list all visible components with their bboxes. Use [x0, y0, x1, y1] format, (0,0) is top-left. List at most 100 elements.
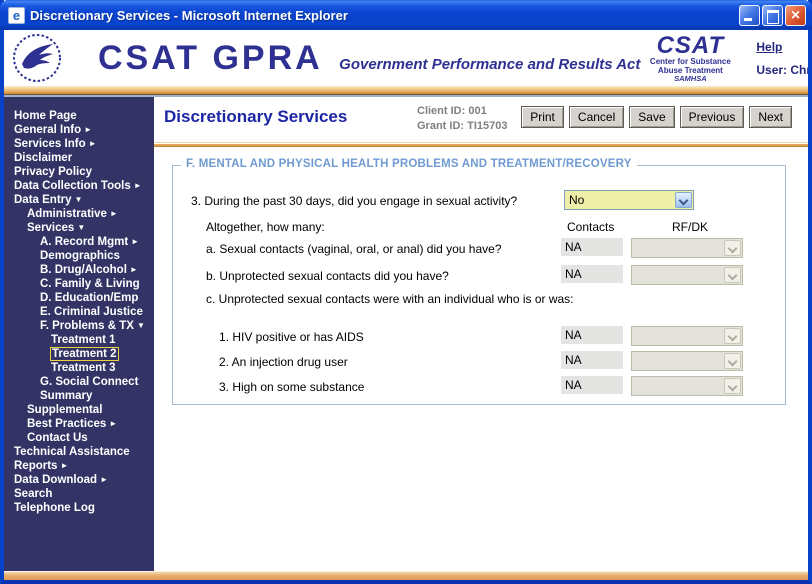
- sidebar-item-summary[interactable]: Summary: [40, 390, 93, 402]
- user-name: User: Christopher Shumway: [756, 62, 808, 77]
- chevron-down-icon: [724, 378, 741, 394]
- sidebar-item-treatment-3[interactable]: Treatment 3: [51, 362, 116, 374]
- row-c3-label: 3. High on some substance: [219, 380, 365, 394]
- q3-sexual-activity-select[interactable]: No: [564, 190, 694, 210]
- nav-expand-arrow-icon: ►: [109, 419, 118, 428]
- sidebar-item-c-family-living[interactable]: C. Family & Living: [40, 278, 140, 290]
- save-button[interactable]: Save: [629, 106, 675, 128]
- brand: CSAT GPRA Government Performance and Res…: [72, 39, 640, 78]
- rfdk-select-a: [631, 238, 743, 258]
- sidebar-item-d-education-emp[interactable]: D. Education/Emp: [40, 292, 139, 304]
- brand-subtitle: Government Performance and Results Act: [339, 55, 641, 73]
- previous-button[interactable]: Previous: [679, 106, 745, 128]
- contacts-input-c3: [561, 376, 623, 394]
- chevron-down-icon: [724, 328, 741, 344]
- brand-title: CSAT GPRA: [98, 38, 323, 77]
- maximize-button[interactable]: [762, 4, 783, 26]
- main-content: Discretionary Services Client ID: 001 Gr…: [154, 97, 808, 571]
- sidebar-item-data-entry[interactable]: Data Entry ▼: [14, 194, 83, 206]
- cancel-button[interactable]: Cancel: [568, 106, 625, 128]
- nav-expand-arrow-icon: ►: [129, 265, 138, 274]
- next-button[interactable]: Next: [749, 106, 792, 128]
- sidebar-item-treatment-2[interactable]: Treatment 2: [50, 347, 119, 361]
- sidebar-item-treatment-1[interactable]: Treatment 1: [51, 334, 116, 346]
- print-button[interactable]: Print: [521, 106, 564, 128]
- nav-expand-arrow-icon: ▼: [77, 223, 86, 232]
- client-id: Client ID: 001: [417, 105, 487, 117]
- user-block: Help Logout User: Christopher Shumway: [756, 40, 808, 77]
- sidebar-item-g-social-connect[interactable]: G. Social Connect: [40, 376, 139, 388]
- rfdk-select-c1: [631, 326, 743, 346]
- sidebar-item-best-practices[interactable]: Best Practices ►: [27, 418, 118, 430]
- contacts-input-b: [561, 265, 623, 283]
- sidebar-item-administrative[interactable]: Administrative ►: [27, 208, 118, 220]
- chevron-down-icon: [675, 192, 692, 208]
- sidebar-item-home-page[interactable]: Home Page: [14, 110, 77, 122]
- close-button[interactable]: [785, 4, 806, 26]
- csat-logo-line1: Center for Substance: [649, 57, 731, 67]
- rfdk-select-b: [631, 265, 743, 285]
- toolbar: Print Cancel Save Previous Next: [521, 106, 792, 128]
- nav-expand-arrow-icon: ►: [84, 125, 93, 134]
- hhs-logo: [13, 34, 61, 82]
- footer-bar: [4, 571, 808, 580]
- row-c-label: c. Unprotected sexual contacts were with…: [206, 292, 574, 306]
- app-header: CSAT GPRA Government Performance and Res…: [4, 30, 808, 86]
- sidebar-item-e-criminal-justice[interactable]: E. Criminal Justice: [40, 306, 143, 318]
- contacts-input-c2: [561, 351, 623, 369]
- minimize-button[interactable]: [739, 4, 760, 26]
- sidebar-item-data-collection-tools[interactable]: Data Collection Tools ►: [14, 180, 142, 192]
- nav-expand-arrow-icon: ►: [60, 461, 69, 470]
- sidebar-item-supplemental[interactable]: Supplemental: [27, 404, 103, 416]
- nav-expand-arrow-icon: ►: [131, 237, 140, 246]
- rfdk-column-header: RF/DK: [672, 220, 708, 234]
- sidebar-item-contact-us[interactable]: Contact Us: [27, 432, 88, 444]
- row-b-label: b. Unprotected sexual contacts did you h…: [206, 269, 449, 283]
- chevron-down-icon: [724, 240, 741, 256]
- sidebar-item-technical-assistance[interactable]: Technical Assistance: [14, 446, 130, 458]
- sidebar-item-b-drug-alcohol[interactable]: B. Drug/Alcohol ►: [40, 264, 138, 276]
- row-a-label: a. Sexual contacts (vaginal, oral, or an…: [206, 242, 502, 256]
- nav-expand-arrow-icon: ►: [100, 475, 108, 484]
- contacts-input-a: [561, 238, 623, 256]
- sidebar-item-reports[interactable]: Reports ►: [14, 460, 69, 472]
- sidebar-item-demographics[interactable]: Demographics: [40, 250, 120, 262]
- nav-expand-arrow-icon: ▼: [136, 321, 145, 330]
- subheader-label: Altogether, how many:: [206, 220, 325, 234]
- row-c1-label: 1. HIV positive or has AIDS: [219, 330, 364, 344]
- csat-logo-title: CSAT: [656, 32, 725, 60]
- internet-explorer-icon: e: [8, 6, 25, 24]
- csat-logo: CSAT Center for Substance Abuse Treatmen…: [640, 33, 740, 83]
- csat-logo-line2: Abuse Treatment: [657, 65, 723, 75]
- sidebar-item-services[interactable]: Services ▼: [27, 222, 86, 234]
- help-link[interactable]: Help: [756, 39, 783, 54]
- sidebar-item-disclaimer[interactable]: Disclaimer: [14, 152, 73, 164]
- csat-logo-line3: SAMHSA: [674, 74, 707, 84]
- sidebar-item-general-info[interactable]: General Info ►: [14, 124, 93, 136]
- nav-expand-arrow-icon: ►: [88, 139, 97, 148]
- sidebar-item-privacy-policy[interactable]: Privacy Policy: [14, 166, 92, 178]
- page-title: Discretionary Services: [164, 107, 348, 126]
- sidebar-item-f-problems-tx[interactable]: F. Problems & TX ▼: [40, 320, 145, 332]
- nav-expand-arrow-icon: ►: [133, 181, 142, 190]
- section-f-fieldset: F. MENTAL AND PHYSICAL HEALTH PROBLEMS A…: [172, 158, 786, 405]
- contacts-input-c1: [561, 326, 623, 344]
- contacts-column-header: Contacts: [567, 220, 615, 234]
- orange-rule: [154, 142, 808, 147]
- chevron-down-icon: [724, 267, 741, 283]
- rfdk-select-c3: [631, 376, 743, 396]
- section-f-legend: F. MENTAL AND PHYSICAL HEALTH PROBLEMS A…: [181, 158, 637, 170]
- sidebar-item-a-record-mgmt[interactable]: A. Record Mgmt ►: [40, 236, 140, 248]
- sidebar-item-telephone-log[interactable]: Telephone Log: [14, 502, 95, 514]
- sidebar-item-search[interactable]: Search: [14, 488, 53, 500]
- nav-expand-arrow-icon: ▼: [74, 195, 83, 204]
- nav-expand-arrow-icon: ►: [109, 209, 118, 218]
- rfdk-select-c2: [631, 351, 743, 371]
- sidebar-item-services-info[interactable]: Services Info ►: [14, 138, 97, 150]
- sidebar-item-data-download[interactable]: Data Download ►: [14, 474, 108, 486]
- window-title: Discretionary Services - Microsoft Inter…: [30, 7, 348, 23]
- row-c2-label: 2. An injection drug user: [219, 355, 348, 369]
- grant-id: Grant ID: TI15703: [417, 120, 508, 132]
- sidebar-nav: Home Page General Info ► Services Info ► D…: [4, 97, 154, 571]
